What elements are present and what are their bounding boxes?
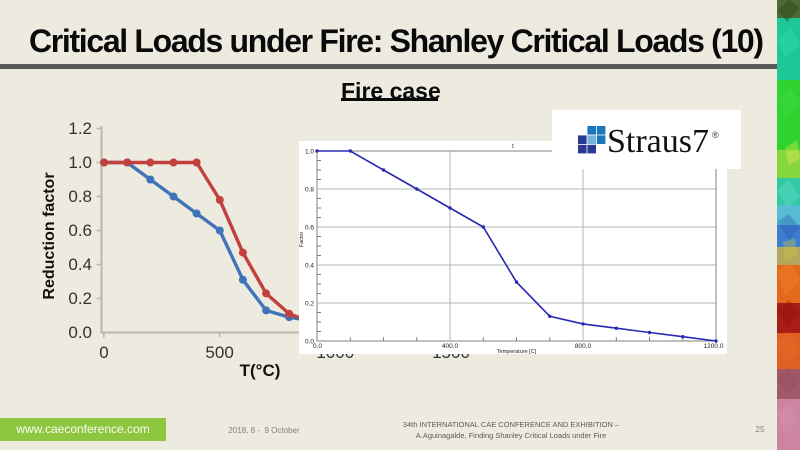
svg-text:400.0: 400.0 — [442, 343, 459, 350]
svg-text:®: ® — [712, 130, 719, 140]
svg-text:0.0: 0.0 — [305, 339, 314, 346]
svg-text:0.6: 0.6 — [305, 225, 314, 232]
svg-text:1.0: 1.0 — [305, 149, 314, 156]
svg-text:0.4: 0.4 — [305, 263, 314, 270]
svg-text:500: 500 — [205, 343, 233, 362]
svg-text:0: 0 — [99, 343, 108, 362]
svg-text:0.0: 0.0 — [313, 343, 322, 350]
svg-text:Temperature [C]: Temperature [C] — [497, 349, 537, 354]
svg-text:0.8: 0.8 — [68, 187, 92, 206]
svg-text:0.2: 0.2 — [68, 289, 92, 308]
svg-text:1.2: 1.2 — [68, 119, 92, 138]
svg-text:0.4: 0.4 — [68, 255, 92, 274]
svg-text:Factor: Factor — [299, 232, 305, 248]
svg-text:0.0: 0.0 — [68, 323, 92, 342]
svg-text:0.6: 0.6 — [68, 221, 92, 240]
svg-text:t: t — [512, 144, 514, 150]
svg-text:0.8: 0.8 — [305, 187, 314, 194]
svg-text:Straus7: Straus7 — [607, 123, 709, 160]
svg-text:1200.0: 1200.0 — [704, 343, 724, 350]
svg-text:0.2: 0.2 — [305, 301, 314, 308]
svg-text:Reduction factor: Reduction factor — [41, 172, 58, 299]
svg-text:800.0: 800.0 — [575, 343, 592, 350]
svg-text:1.0: 1.0 — [68, 153, 92, 172]
svg-text:T(°C): T(°C) — [240, 361, 281, 380]
